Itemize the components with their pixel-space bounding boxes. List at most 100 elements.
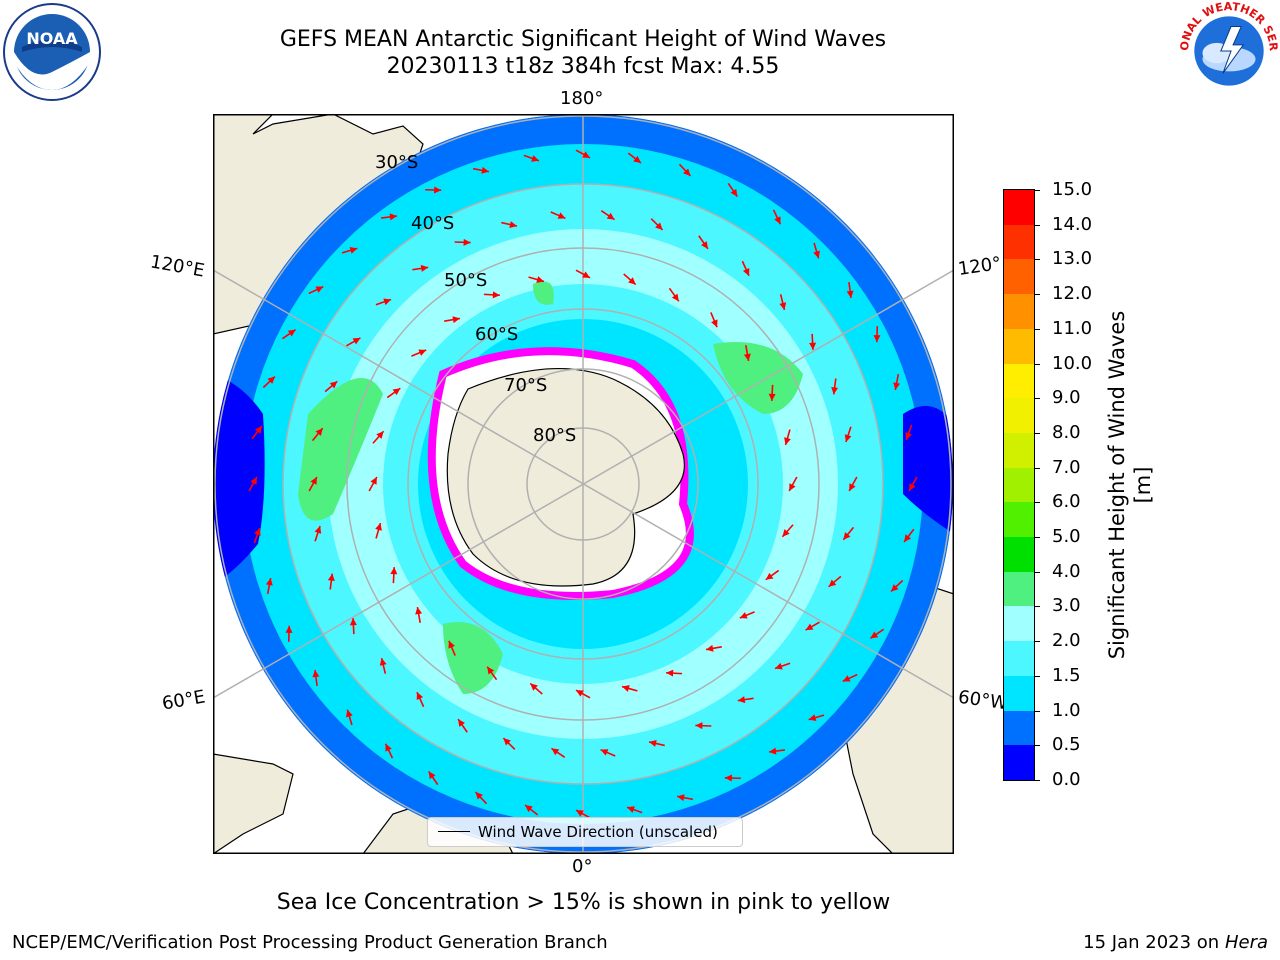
wind-arrow-head <box>390 567 398 575</box>
colorbar-tick-label: 15.0 <box>1052 179 1093 200</box>
lon-label-right-lower: 60°W <box>956 686 1009 715</box>
wind-arrow-head <box>254 528 261 536</box>
wind-arrow-head <box>677 794 685 802</box>
wind-arrow-head <box>784 437 791 445</box>
map-border <box>213 114 954 854</box>
wind-arrow-head <box>743 353 751 361</box>
wind-arrow-head <box>622 685 630 692</box>
wind-arrow-head <box>509 221 517 228</box>
colorbar-segment <box>1004 571 1034 607</box>
colorbar-tick-label: 3.0 <box>1052 595 1081 617</box>
colorbar-segment <box>1004 363 1034 399</box>
wind-arrow-head <box>671 293 679 302</box>
wind-arrow-head <box>530 683 538 691</box>
lat-label-70s: 70°S <box>504 375 547 396</box>
wind-arrow-head <box>765 572 774 580</box>
wind-arrow-head <box>706 644 714 652</box>
wind-arrow-head <box>582 271 591 278</box>
colorbar-tick-label: 0.0 <box>1052 769 1081 790</box>
wind-arrow-head <box>627 806 635 813</box>
wind-arrow-head <box>285 625 293 633</box>
colorbar-tick-mark <box>1034 675 1040 677</box>
wind-arrow-head <box>808 714 817 721</box>
wind-arrow-head <box>287 329 296 337</box>
wind-arrow-head <box>463 238 471 246</box>
colorbar-tick-label: 1.0 <box>1052 699 1081 721</box>
wind-arrow-head <box>666 669 674 677</box>
colorbar-segment <box>1004 710 1034 746</box>
wind-arrow-head <box>379 658 387 666</box>
wind-arrow-head <box>730 188 738 197</box>
wind-arrow-head <box>805 623 814 631</box>
wind-arrow-head <box>870 631 879 639</box>
wind-arrow-head <box>739 612 748 619</box>
wind-arrow-head <box>779 302 787 310</box>
wind-arrow-head <box>782 529 790 537</box>
wind-arrow-head <box>420 264 429 272</box>
colorbar-segment <box>1004 501 1034 538</box>
wind-arrow-head <box>370 476 377 485</box>
wind-arrow-head <box>842 675 851 682</box>
wind-arrow-head <box>582 151 591 158</box>
colorbar-tick-mark <box>1034 294 1040 296</box>
wind-arrow-head <box>575 690 584 697</box>
wind-arrow-head <box>487 666 495 675</box>
colorbar-tick-label: 10.0 <box>1052 352 1093 374</box>
wind-arrow-head <box>828 579 837 587</box>
wind-arrow-head <box>904 534 912 542</box>
wind-arrow-head <box>724 774 732 782</box>
legend-label: Wind Wave Direction (unscaled) <box>478 823 718 841</box>
colorbar-tick-label: 4.0 <box>1052 560 1081 582</box>
wind-arrow-head <box>376 431 384 439</box>
colorbar-tick-mark <box>1034 328 1040 330</box>
legend-line-icon <box>438 831 470 832</box>
wind-arrow-head <box>434 186 442 194</box>
wind-arrow-head <box>428 771 436 780</box>
wind-arrow-head <box>846 290 854 298</box>
wind-arrow-head <box>375 523 382 531</box>
wind-arrow-head <box>458 719 465 727</box>
map-legend: Wind Wave Direction (unscaled) <box>427 817 743 847</box>
wind-arrow-head <box>349 247 358 254</box>
colorbar-tick-label: 14.0 <box>1052 213 1093 235</box>
lon-label-bottom: 0° <box>572 856 593 877</box>
wind-arrow-head <box>551 748 560 756</box>
colorbar-tick-label: 7.0 <box>1052 456 1081 478</box>
ocean-field <box>213 114 953 854</box>
wind-arrow-head <box>310 476 317 485</box>
lon-label-right-upper: 120° <box>956 253 1003 280</box>
noaa-logo: NOAA <box>3 3 101 101</box>
wind-arrow-head <box>265 578 273 586</box>
wind-arrow-head <box>909 483 916 492</box>
colorbar-tick-label: 1.5 <box>1052 664 1081 686</box>
colorbar-tick-mark <box>1034 571 1040 573</box>
wind-arrow-head <box>655 222 663 230</box>
colorbar-segment <box>1004 432 1034 468</box>
colorbar-segment <box>1004 293 1034 329</box>
wind-arrow-head <box>649 740 657 747</box>
wind-arrow-head <box>352 337 361 345</box>
wind-arrow-head <box>844 434 852 442</box>
lon-label-left-lower: 60°E <box>160 686 207 715</box>
colorbar-segment <box>1004 640 1034 676</box>
title-line-2: 20230113 t18z 384h fcst Max: 4.55 <box>386 54 780 79</box>
wind-arrow-head <box>418 349 427 356</box>
colorbar <box>1003 189 1035 781</box>
sea-ice-caption: Sea Ice Concentration > 15% is shown in … <box>276 890 891 915</box>
lat-label-30s: 30°S <box>375 152 418 173</box>
wind-arrow-head <box>315 428 323 436</box>
colorbar-tick-mark <box>1034 780 1040 781</box>
wind-arrow-head <box>503 738 511 746</box>
footer-date: 15 Jan 2023 on Hera <box>1083 932 1268 953</box>
wind-arrow-head <box>575 810 584 817</box>
wind-arrow-head <box>789 483 796 492</box>
wind-arrow-head <box>346 709 353 718</box>
colorbar-tick-label: 12.0 <box>1052 283 1093 305</box>
colorbar-tick-mark <box>1034 710 1040 712</box>
colorbar-tick-mark <box>1034 363 1040 365</box>
wind-arrow-head <box>415 607 423 615</box>
colorbar-segment <box>1004 467 1034 503</box>
colorbar-tick-mark <box>1034 398 1040 400</box>
colorbar-tick-mark <box>1034 432 1040 434</box>
colorbar-tick-label: 5.0 <box>1052 526 1081 548</box>
